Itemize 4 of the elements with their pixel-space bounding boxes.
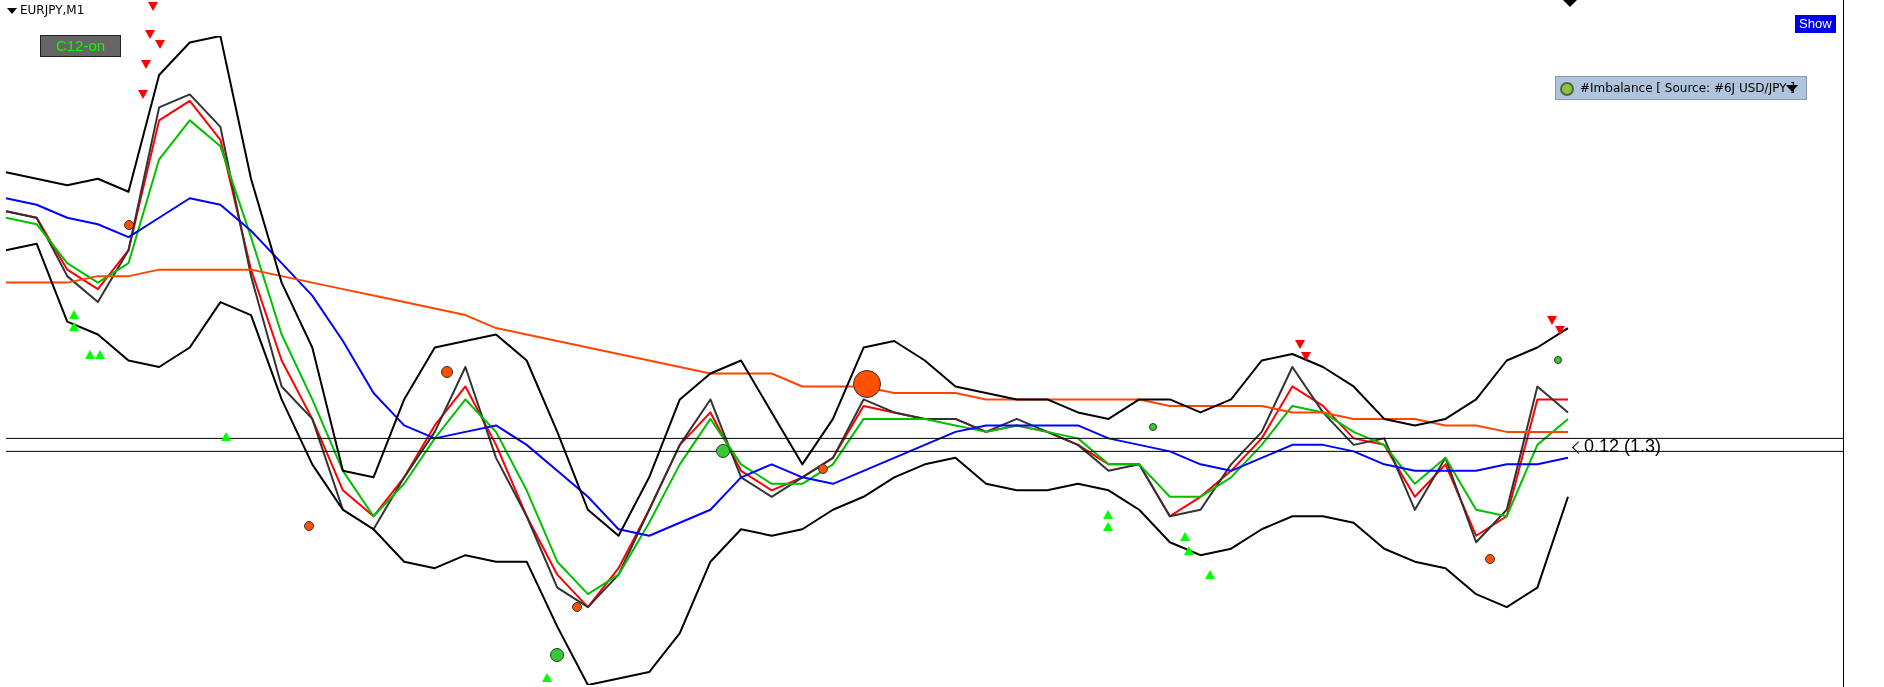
chart-title: EURJPY,M1: [20, 3, 85, 17]
annotation: C12-on: [40, 35, 121, 57]
text: Show: [1795, 15, 1836, 33]
text: 0.12 (1.3): [1584, 436, 1662, 457]
